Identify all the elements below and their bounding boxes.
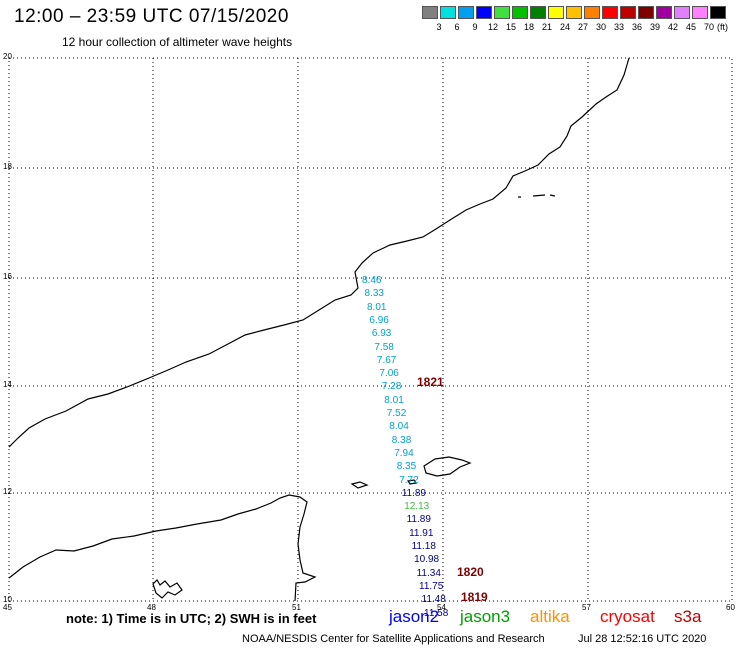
legend-swatch [656, 6, 672, 19]
islet-cluster [152, 579, 183, 599]
latitude-label: 14 [3, 380, 12, 389]
islet-2 [406, 479, 418, 485]
coastline [8, 57, 630, 602]
wave-height-label: 11.89 [406, 514, 431, 526]
legend-swatch [638, 6, 654, 19]
longitude-label: 57 [582, 603, 591, 612]
legend-tick-label: 3 [436, 22, 442, 32]
satellite-key-jason2: jason2 [389, 607, 440, 626]
page-subtitle: 12 hour collection of altimeter wave hei… [62, 35, 293, 49]
small-islet [350, 481, 369, 489]
legend-swatch [440, 6, 456, 19]
arabian-coastline [8, 57, 630, 448]
wave-height-label: 7.94 [394, 447, 414, 459]
wave-height-label: 11.48 [421, 594, 446, 606]
satellite-key-s3a: s3a [674, 607, 702, 626]
legend-tick-label: 18 [523, 22, 534, 32]
legend-swatch [512, 6, 528, 19]
legend-unit: (ft) [717, 22, 728, 32]
wave-height-label: 7.52 [386, 408, 407, 419]
latitude-label: 10 [3, 595, 12, 604]
satellite-key-cryosat: cryosat [600, 607, 655, 626]
legend-swatch [584, 6, 600, 19]
kuria-islets [518, 194, 556, 198]
wave-height-label: 6.96 [369, 314, 389, 326]
legend-tick-label: 39 [649, 22, 660, 32]
wave-height-label: 7.67 [376, 354, 397, 366]
credit-line: NOAA/NESDIS Center for Satellite Applica… [242, 633, 545, 645]
legend-swatch [710, 6, 726, 19]
wave-height-label: 8.35 [396, 461, 417, 473]
legend-tick-label: 27 [577, 22, 588, 32]
wave-height-label: 8.38 [391, 434, 412, 446]
wave-height-label: 11.34 [416, 567, 441, 579]
map-frame [8, 57, 733, 602]
legend-swatch [530, 6, 546, 19]
footer-note: note: 1) Time is in UTC; 2) SWH is in fe… [66, 611, 317, 626]
legend-swatch [620, 6, 636, 19]
wave-height-label: 10.98 [414, 554, 440, 566]
legend-tick-label: 9 [472, 22, 478, 32]
legend-swatch [548, 6, 564, 19]
wave-height-label: 11.75 [419, 580, 444, 592]
pass-number-label: 1821 [417, 375, 444, 389]
wave-height-label: 11.89 [401, 487, 426, 499]
legend-tick-label: 33 [613, 22, 624, 32]
longitude-label: 45 [3, 603, 12, 612]
legend-tick-label: 24 [559, 22, 570, 32]
legend-swatch [602, 6, 618, 19]
legend-tick-label: 70 [703, 22, 714, 32]
legend-swatch [494, 6, 510, 19]
wave-height-label: 8.04 [389, 421, 409, 433]
wave-height-label: 6.93 [371, 328, 392, 340]
legend-swatch [422, 6, 438, 19]
wave-height-label: 8.01 [367, 301, 387, 313]
wave-height-label: 8.33 [364, 288, 384, 300]
longitude-label: 48 [147, 603, 156, 612]
wave-height-label: 7.06 [379, 368, 399, 380]
longitude-label: 54 [437, 603, 446, 612]
wave-height-label: 11.91 [409, 527, 434, 539]
wave-height-label: 12.13 [404, 501, 430, 513]
legend-tick-label: 36 [631, 22, 642, 32]
color-legend: 3 6 9 12 15 18 21 24 27 30 33 36 39 42 45 70 (ft) [422, 6, 728, 34]
legend-swatch [458, 6, 474, 19]
legend-tick-label: 30 [595, 22, 606, 32]
wave-height-label: 8.01 [384, 394, 404, 406]
satellite-key-jason3: jason3 [460, 607, 511, 626]
longitude-label: 51 [292, 603, 301, 612]
socotra-island [423, 456, 472, 477]
wave-height-label: 7.58 [374, 341, 394, 353]
legend-tick-label: 15 [505, 22, 516, 32]
legend-swatch [476, 6, 492, 19]
graticule [9, 58, 732, 601]
legend-tick-label: 6 [454, 22, 460, 32]
wave-height-label: 8.46 [362, 275, 382, 286]
legend-swatch [674, 6, 690, 19]
african-coastline [8, 494, 317, 602]
generated-timestamp: Jul 28 12:52:16 UTC 2020 [578, 633, 707, 645]
pass-number-label: 1820 [457, 565, 484, 579]
wave-height-label: 11.18 [411, 541, 436, 552]
wave-height-label: 7.28 [381, 381, 402, 393]
page-title: 12:00 – 23:59 UTC 07/15/2020 [14, 6, 289, 27]
satellite-key-altika: altika [530, 607, 570, 626]
latitude-label: 12 [3, 487, 12, 496]
legend-tick-label: 21 [541, 22, 552, 32]
wave-height-label: 7.72 [399, 474, 419, 486]
wave-height-label: 11.58 [424, 607, 449, 619]
legend-tick-label: 42 [667, 22, 678, 32]
longitude-label: 60 [726, 603, 735, 612]
legend-swatch [692, 6, 708, 19]
latitude-label: 18 [3, 162, 12, 171]
latitude-label: 20 [3, 52, 12, 61]
legend-tick-label: 45 [685, 22, 696, 32]
legend-swatch [566, 6, 582, 19]
legend-tick-label: 12 [487, 22, 498, 32]
pass-number-label: 1819 [461, 590, 488, 604]
latitude-label: 16 [3, 272, 12, 281]
